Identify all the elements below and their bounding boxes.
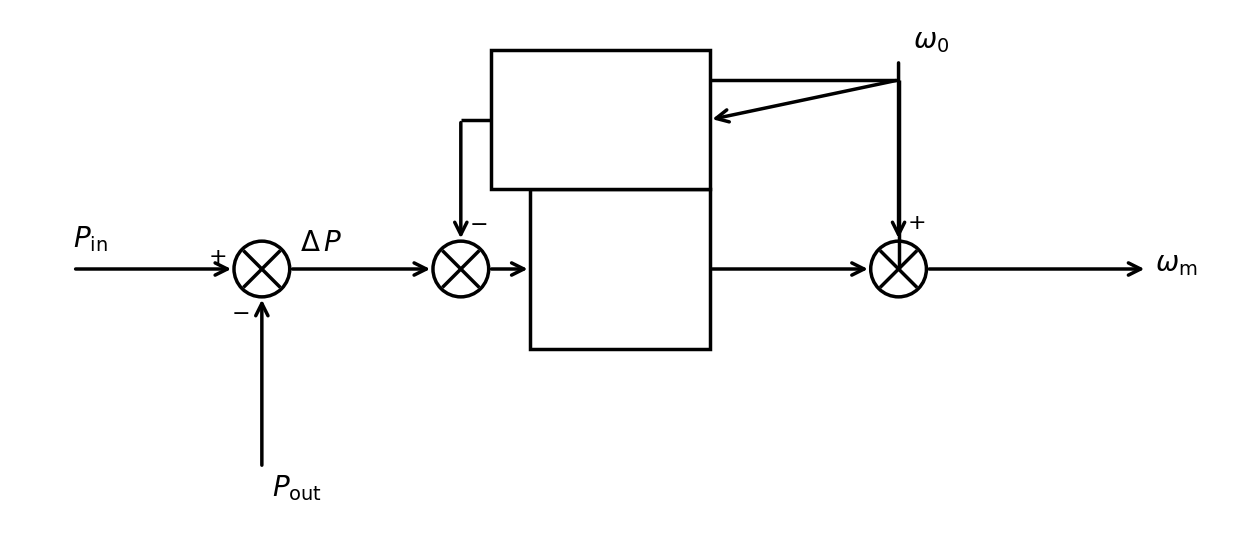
Text: $-$: $-$ xyxy=(230,302,249,322)
Text: $D_{\mathrm{p}}$: $D_{\mathrm{p}}$ xyxy=(580,100,621,140)
Bar xyxy=(491,50,710,189)
Text: $Js$: $Js$ xyxy=(606,298,634,329)
Text: $\omega_0$: $\omega_0$ xyxy=(913,27,949,55)
Text: $P_{\mathrm{out}}$: $P_{\mathrm{out}}$ xyxy=(271,473,322,503)
Bar xyxy=(530,189,710,349)
Text: $+$: $+$ xyxy=(907,213,924,233)
Text: $\Delta\,P$: $\Delta\,P$ xyxy=(300,229,342,257)
Text: $+$: $+$ xyxy=(208,247,225,267)
Text: $P_{\mathrm{in}}$: $P_{\mathrm{in}}$ xyxy=(73,224,108,254)
Text: $-$: $-$ xyxy=(468,213,487,233)
Text: $\omega_{\mathrm{m}}$: $\omega_{\mathrm{m}}$ xyxy=(1155,250,1198,278)
Text: $1$: $1$ xyxy=(610,224,631,257)
